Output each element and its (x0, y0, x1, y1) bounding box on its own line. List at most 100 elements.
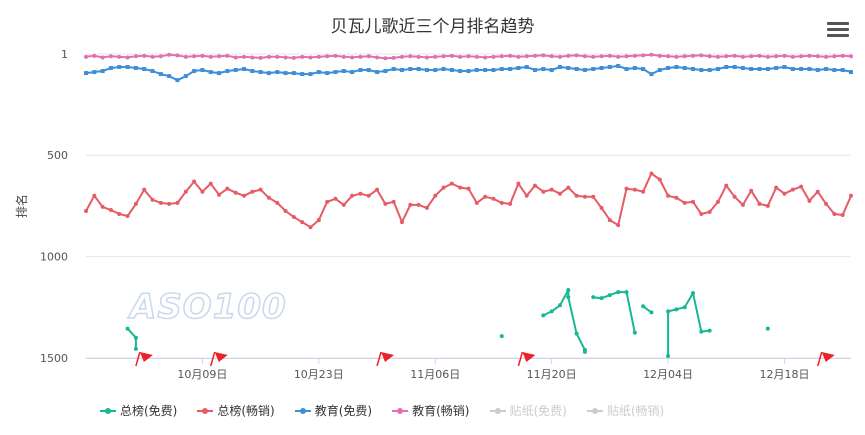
data-point (167, 201, 172, 206)
data-point (125, 64, 130, 69)
data-point (241, 193, 246, 198)
data-point (183, 189, 188, 194)
data-point (92, 193, 97, 198)
data-point (574, 67, 579, 72)
data-point (649, 171, 654, 176)
data-point (217, 192, 222, 197)
data-point (566, 65, 571, 70)
data-point (200, 53, 205, 58)
data-point (466, 69, 471, 74)
data-point (765, 67, 770, 72)
data-point (740, 54, 745, 59)
data-point (533, 68, 538, 73)
data-point (799, 184, 804, 189)
data-point (541, 67, 546, 72)
data-point (192, 54, 197, 59)
data-point (117, 212, 122, 217)
data-point (599, 205, 604, 210)
data-point (549, 187, 554, 192)
data-point (350, 55, 355, 60)
data-point (133, 65, 138, 70)
data-point (724, 64, 729, 69)
data-point (150, 69, 155, 74)
data-point (849, 70, 853, 75)
data-point (433, 54, 438, 59)
data-point (499, 54, 504, 59)
data-point (674, 307, 679, 312)
data-point (815, 68, 820, 73)
data-point (167, 74, 172, 79)
data-point (715, 199, 720, 204)
data-point (691, 53, 696, 58)
legend-item[interactable]: 总榜(畅销) (197, 402, 275, 419)
legend-item[interactable]: 教育(免费) (294, 402, 372, 419)
data-point (200, 68, 205, 73)
data-point (183, 74, 188, 79)
data-point (241, 67, 246, 72)
data-point (790, 67, 795, 72)
data-point (483, 55, 488, 60)
data-point (732, 194, 737, 199)
data-point (674, 64, 679, 69)
data-point (483, 194, 488, 199)
data-point (366, 54, 371, 59)
legend-item[interactable]: 教育(畅销) (392, 402, 470, 419)
data-point (474, 54, 479, 59)
watermark-logo: ASO100 (127, 287, 287, 327)
data-point (225, 69, 230, 74)
data-point (300, 220, 305, 225)
data-point (300, 72, 305, 77)
data-point (283, 55, 288, 60)
data-point (807, 53, 812, 58)
data-point (616, 54, 621, 59)
data-point (649, 310, 654, 315)
data-point (408, 202, 413, 207)
data-point (458, 185, 463, 190)
flag-pole (210, 351, 216, 367)
event-flag-icon (381, 352, 395, 362)
data-point (657, 177, 662, 182)
data-point (607, 218, 612, 223)
data-point (582, 54, 587, 59)
data-point (765, 203, 770, 208)
data-point (316, 54, 321, 59)
legend-item[interactable]: 贴纸(免费) (489, 402, 567, 419)
data-point (591, 54, 596, 59)
data-point (508, 201, 513, 206)
data-point (549, 68, 554, 73)
data-point (366, 68, 371, 73)
data-point (158, 200, 163, 205)
data-point (358, 191, 363, 196)
data-point (599, 296, 604, 301)
data-point (499, 334, 504, 339)
data-point (616, 63, 621, 68)
data-point (682, 65, 687, 70)
legend-item[interactable]: 贴纸(畅销) (586, 402, 664, 419)
data-point (840, 53, 845, 58)
data-point (441, 67, 446, 72)
data-point (399, 220, 404, 225)
legend-item[interactable]: 总榜(免费) (100, 402, 177, 419)
data-point (582, 194, 587, 199)
data-point (740, 65, 745, 70)
data-point (674, 195, 679, 200)
data-point (666, 193, 671, 198)
data-point (84, 71, 88, 76)
data-point (208, 181, 213, 186)
data-point (591, 67, 596, 72)
data-point (133, 335, 138, 340)
data-point (607, 64, 612, 69)
data-point (233, 55, 238, 60)
data-point (607, 53, 612, 58)
chart-menu-icon[interactable] (827, 22, 849, 40)
data-point (666, 309, 671, 314)
data-point (474, 200, 479, 205)
data-point (541, 189, 546, 194)
data-point (449, 181, 454, 186)
data-point (499, 67, 504, 72)
data-point (291, 71, 296, 76)
data-point (250, 55, 255, 60)
data-point (424, 68, 429, 73)
flag-pole (135, 351, 141, 367)
data-point (657, 53, 662, 58)
